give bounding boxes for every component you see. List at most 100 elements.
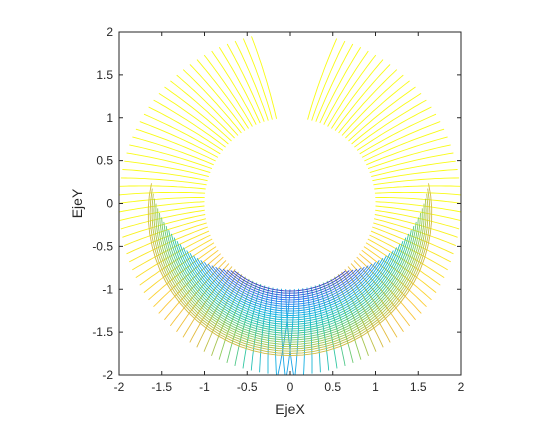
y-tick-label: -1.5 [92,325,113,339]
contour-line [250,285,266,371]
contour-line [163,221,417,339]
contour-line [234,282,258,366]
contour-line [356,106,432,151]
contour-line [370,230,448,271]
contour-line [274,288,278,375]
contour-line [286,289,295,376]
contour-line [331,59,384,129]
contour-line [234,270,346,292]
contour-line [359,253,422,314]
contour-line [132,230,210,271]
contour-line [226,43,265,122]
contour-line [369,234,445,278]
contour-line [318,283,338,369]
contour-line [367,238,441,286]
axis-ticks: -2 -1.5 -1 -0.5 0 0.5 1 1.5 2 -2 -1.5 -1 -0.5 0 0.5 1 1.… [92,25,464,394]
contour-line [302,288,306,375]
contour-line [314,285,330,371]
contour-line [374,191,461,196]
contour-line [153,198,427,350]
contour-line [375,209,460,230]
contour-line [375,205,461,221]
contour-line [203,54,253,127]
x-tick-label: 1 [372,380,379,394]
x-tick-label: -0.5 [237,380,258,394]
contour-line [196,257,384,314]
contour-line [139,121,219,158]
contour-line [186,250,394,321]
contour-line [118,196,205,204]
y-tick-label: 0.5 [96,154,113,168]
contour-line [173,237,407,330]
contour-line [218,278,250,360]
contour-line [315,43,354,122]
contour-line [374,185,461,190]
contour-line [294,288,300,375]
contour-line [135,234,211,278]
contour-line [372,226,452,263]
contour-line [128,226,208,263]
y-tick-label: -1 [102,282,113,296]
contour-line [226,269,354,296]
x-tick-label: -1 [199,380,210,394]
contour-line [306,287,313,374]
contour-line [218,47,261,124]
contour-line [124,160,209,178]
contour-line [369,152,454,174]
contour-line [375,201,461,213]
contour-line [234,40,269,121]
contour-line [327,54,377,127]
x-tick-label: -2 [114,380,125,394]
contour-line [259,286,270,373]
contour-line [126,152,211,174]
contour-line [119,201,205,213]
contour-line [168,230,412,334]
contour-line [361,121,441,158]
contour-line [367,144,451,170]
y-tick-label: -2 [102,368,113,382]
contour-line [218,267,362,301]
contour-line [159,212,421,343]
contour-line [330,278,362,360]
contour-line [354,99,427,148]
contour-line [207,263,373,308]
contour-line [242,283,262,369]
contour-line [359,113,437,155]
x-tick-label: 2 [458,380,465,394]
contour-line [151,193,429,352]
contour-line [158,93,229,145]
contour-line [277,289,291,375]
contour-line [267,287,274,374]
x-tick-label: 0 [287,380,294,394]
contour-line [374,214,458,238]
x-tick-label: 1.5 [410,380,427,394]
y-tick-label: 1.5 [96,68,113,82]
contour-line [311,40,346,121]
contour-line [338,69,398,134]
contour-line [170,80,235,139]
contour-line [189,253,391,319]
contour-line [164,86,232,142]
contour-line [119,191,206,196]
contour-line [179,244,401,325]
y-axis-label: EjeY [69,188,85,218]
contour-line [182,247,398,323]
contour-line [211,50,257,125]
contour-line [165,226,415,337]
contour-line [153,99,226,148]
x-axis-label: EjeX [275,401,305,417]
contour-line [158,253,221,314]
contour-line [147,183,433,357]
contour-line [285,289,294,376]
contour-line [129,144,213,170]
y-tick-label: 1 [106,111,113,125]
contour-line [182,69,242,134]
contour-line [119,185,206,190]
contour-line [119,205,205,221]
contour-line [364,128,445,162]
contour-line [319,47,362,124]
contour-line [351,93,422,145]
y-tick-label: 0 [106,197,113,211]
contour-line [189,64,246,131]
